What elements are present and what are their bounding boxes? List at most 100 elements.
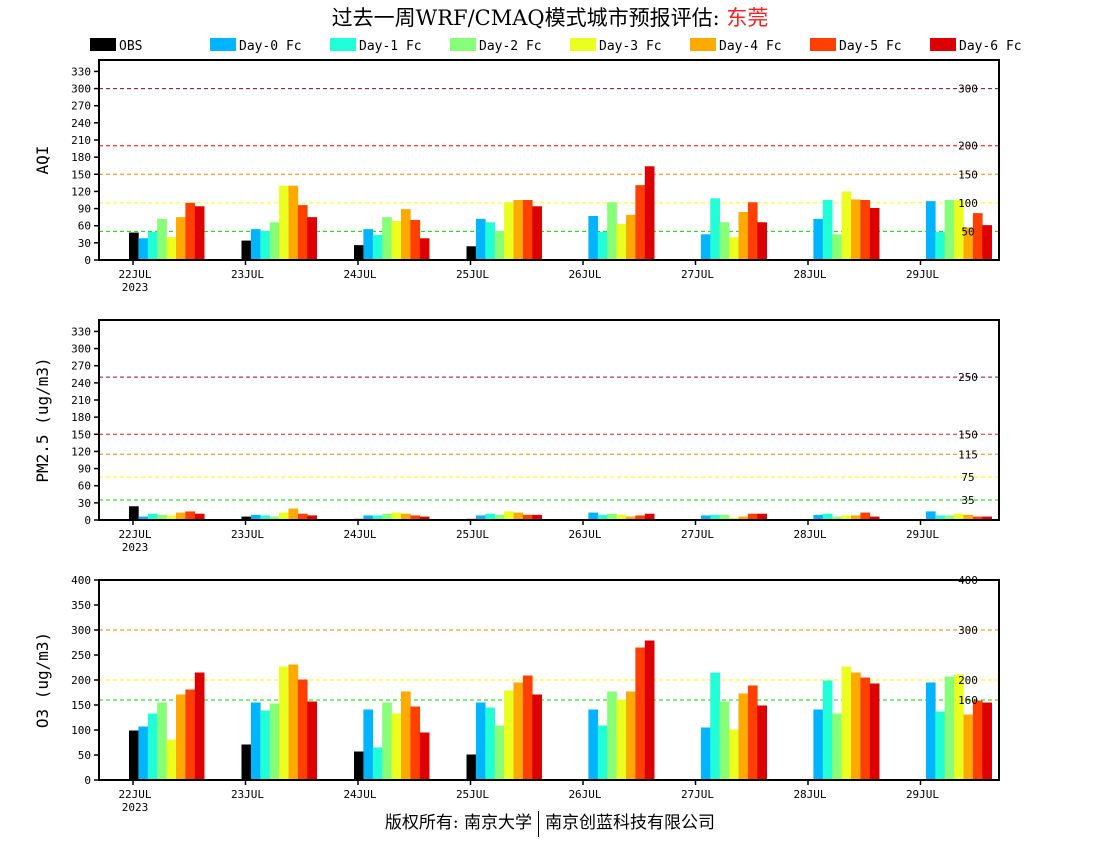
x-tick-label: 24JUL [343,788,376,801]
bar-day-4-fc [626,691,636,780]
x-tick-label: 29JUL [906,528,939,541]
bar-day-5-fc [635,647,646,780]
bar-day-5-fc [635,185,646,260]
bar-day-5-fc [860,677,871,780]
bar-day-3-fc [391,221,402,260]
bar-day-1-fc [372,515,383,520]
x-tick-label: 22JUL [118,268,151,281]
bar-day-3-fc [954,513,964,520]
bar-day-6-fc [307,515,317,520]
bar-day-1-fc [372,747,383,780]
bar-day-5-fc [522,514,533,520]
threshold-label: 75 [961,471,974,484]
bar-obs [129,506,139,520]
bar-day-2-fc [719,701,730,780]
bar-day-0-fc [363,709,374,780]
x-tick-label: 24JUL [343,528,376,541]
bar-obs [466,246,477,260]
bar-day-2-fc [494,230,505,260]
bar-day-3-fc [841,191,852,260]
bar-day-5-fc [860,200,871,260]
bar-day-6-fc [644,166,655,260]
bar-obs [466,754,477,780]
bar-day-2-fc [944,676,955,780]
bar-day-2-fc [157,702,167,780]
legend-label: Day-6 Fc [959,39,1022,54]
bar-day-4-fc [513,682,524,780]
bar-day-5-fc [410,220,421,260]
threshold-label: 300 [958,83,978,96]
y-tick-label: 0 [84,514,91,527]
bar-day-0-fc [813,709,824,780]
bar-day-0-fc [363,229,374,260]
bar-day-1-fc [710,514,720,520]
bar-day-1-fc [485,222,495,260]
bar-day-6-fc [194,513,205,520]
y-tick-label: 150 [71,699,91,712]
bar-day-1-fc [260,515,270,520]
bar-day-3-fc [504,202,514,260]
bar-day-3-fc [841,666,852,780]
bar-day-2-fc [832,234,842,260]
x-tick-label: 29JUL [906,268,939,281]
x-tick-label: 25JUL [456,788,489,801]
y-tick-label: 50 [78,749,91,762]
bar-day-0-fc [925,201,936,260]
bar-day-1-fc [597,514,608,520]
legend-label: Day-3 Fc [599,39,662,54]
bar-day-6-fc [194,206,205,260]
bar-day-3-fc [729,237,739,260]
bar-day-2-fc [832,516,842,520]
bar-day-4-fc [288,664,299,780]
bar-day-6-fc [757,222,767,260]
plot-frame [98,59,1000,261]
bar-day-4-fc [176,694,186,780]
title-city: 东莞 [726,6,769,30]
threshold-label: 115 [958,448,978,461]
bar-day-2-fc [832,713,842,780]
x-tick-label: 28JUL [793,268,826,281]
x-tick-label: 26JUL [568,528,601,541]
bar-day-3-fc [391,713,402,780]
bar-day-2-fc [269,703,280,780]
y-tick-label: 150 [71,168,91,181]
y-tick-label: 210 [71,134,91,147]
legend-swatch [210,38,236,51]
bar-day-4-fc [401,209,411,260]
bar-day-3-fc [616,699,627,780]
bar-day-1-fc [147,713,158,780]
bar-day-6-fc [644,513,655,520]
bar-day-6-fc [757,513,767,520]
bar-day-6-fc [419,238,430,260]
bar-day-4-fc [963,227,974,260]
bar-day-5-fc [860,512,871,520]
y-tick-label: 200 [71,674,91,687]
bar-day-5-fc [972,213,983,260]
x-tick-label: 22JUL [118,528,151,541]
bar-day-3-fc [391,512,402,520]
y-tick-label: 300 [71,343,91,356]
bar-day-4-fc [288,508,299,520]
x-tick-label: 23JUL [231,788,264,801]
threshold-label: 100 [958,197,978,210]
threshold-label: 250 [958,371,978,384]
bar-day-5-fc [185,511,196,520]
bar-day-5-fc [747,202,758,260]
bar-day-4-fc [738,693,749,780]
bar-day-2-fc [382,513,392,520]
y-axis-label: O3 (ug/m3) [33,632,52,728]
bar-day-0-fc [700,515,711,520]
bar-day-2-fc [719,514,730,520]
bar-day-2-fc [157,514,167,520]
bar-day-2-fc [269,516,280,520]
bar-day-5-fc [297,679,308,780]
bar-day-2-fc [607,691,617,780]
x-tick-label: 25JUL [456,268,489,281]
threshold-label: 150 [958,428,978,441]
bar-obs [241,240,252,260]
x-year-label: 2023 [122,801,149,814]
x-tick-label: 26JUL [568,788,601,801]
bar-day-1-fc [597,232,608,260]
y-tick-label: 350 [71,599,91,612]
bar-day-0-fc [250,229,261,260]
